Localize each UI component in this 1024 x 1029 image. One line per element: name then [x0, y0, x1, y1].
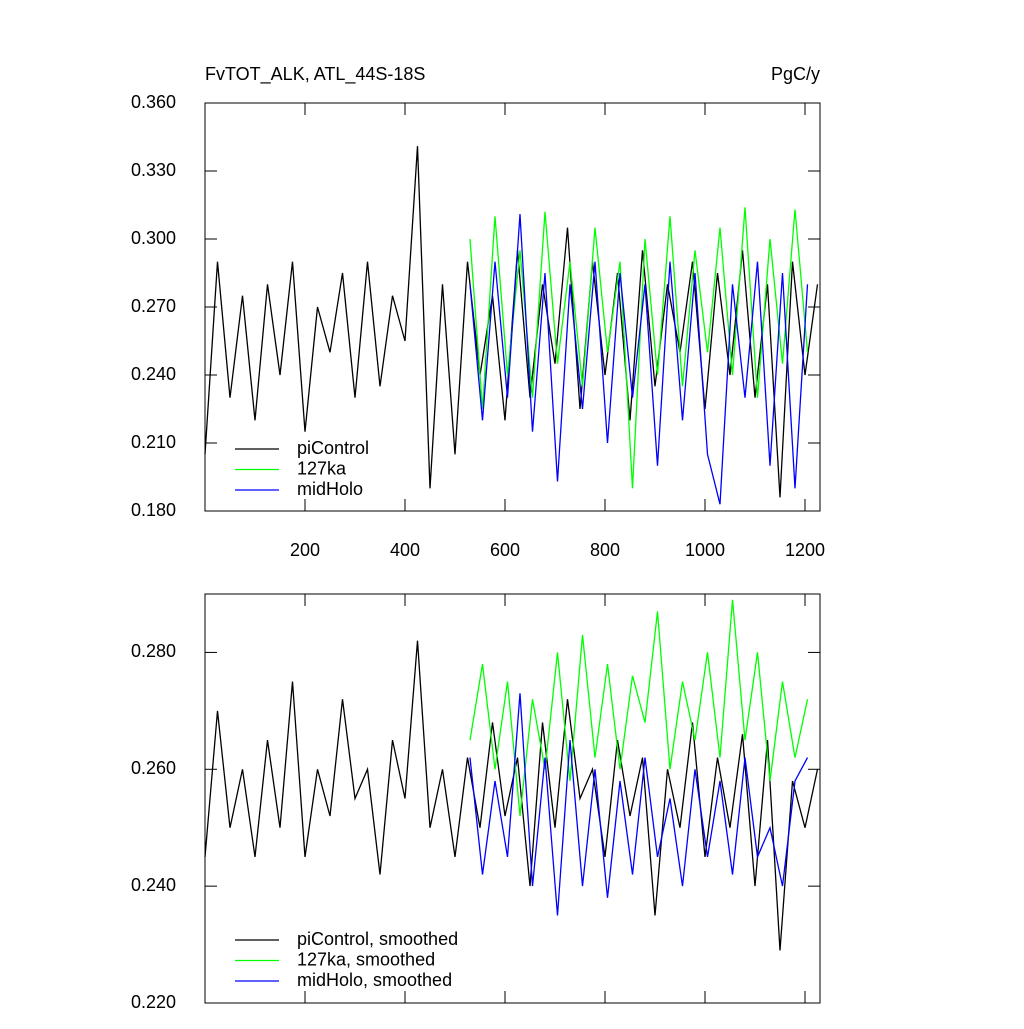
y-tick-label: 0.270 — [131, 296, 176, 316]
legend-label: 127ka — [297, 458, 347, 478]
chart-title: FvTOT_ALK, ATL_44S-18S — [205, 64, 425, 85]
units-label: PgC/y — [771, 64, 820, 84]
y-tick-label: 0.220 — [131, 992, 176, 1012]
x-tick-label: 600 — [490, 540, 520, 560]
y-tick-label: 0.330 — [131, 160, 176, 180]
y-tick-label: 0.280 — [131, 641, 176, 661]
plot-frame — [204, 593, 821, 1004]
x-tick-label: 400 — [390, 540, 420, 560]
y-tick-label: 0.300 — [131, 228, 176, 248]
data-line — [469, 693, 809, 916]
x-tick-label: 800 — [590, 540, 620, 560]
y-tick-label: 0.210 — [131, 432, 176, 452]
data-line — [204, 640, 819, 951]
legend-label: piControl, smoothed — [297, 929, 458, 949]
y-tick-label: 0.240 — [131, 875, 176, 895]
data-line — [469, 599, 809, 817]
legend-label: 127ka, smoothed — [297, 949, 435, 969]
legend-label: midHolo, smoothed — [297, 970, 452, 990]
plot-frame — [204, 102, 821, 512]
x-tick-label: 1000 — [685, 540, 725, 560]
legend-label: piControl — [297, 438, 369, 458]
legend-label: midHolo — [297, 479, 363, 499]
y-tick-label: 0.180 — [131, 500, 176, 520]
x-tick-label: 1200 — [785, 540, 825, 560]
data-line — [469, 207, 809, 489]
y-tick-label: 0.240 — [131, 364, 176, 384]
x-tick-label: 200 — [290, 540, 320, 560]
data-line — [469, 214, 809, 505]
y-tick-label: 0.260 — [131, 758, 176, 778]
y-tick-label: 0.360 — [131, 92, 176, 112]
